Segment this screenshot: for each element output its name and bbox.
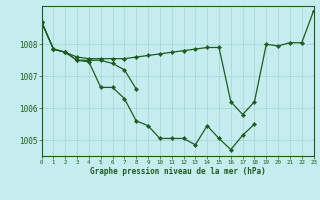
X-axis label: Graphe pression niveau de la mer (hPa): Graphe pression niveau de la mer (hPa) (90, 167, 266, 176)
